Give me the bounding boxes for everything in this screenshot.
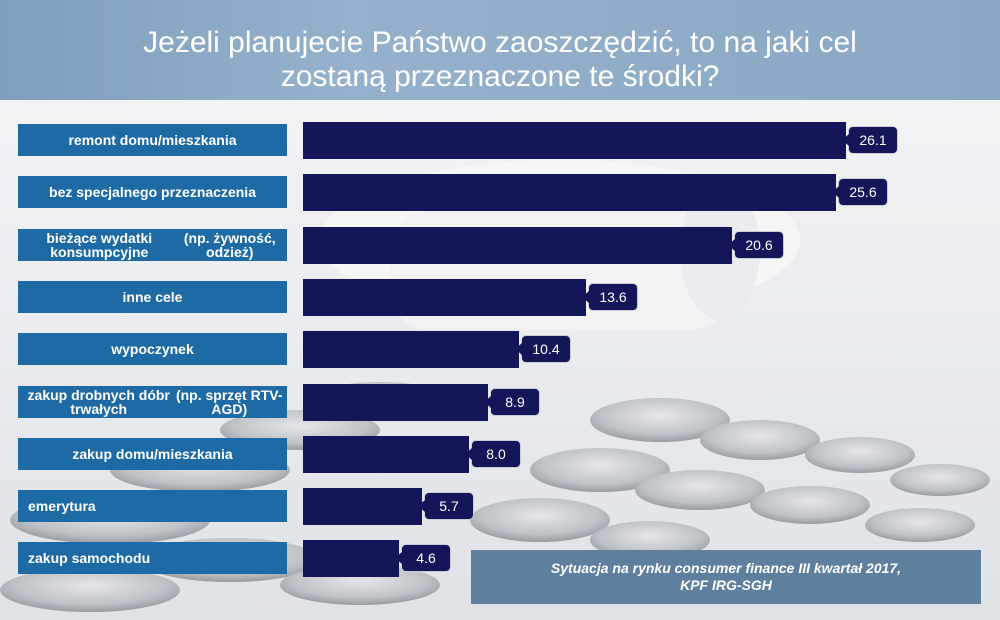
bar xyxy=(303,122,846,159)
category-label: wypoczynek xyxy=(18,333,287,365)
bar xyxy=(303,540,399,577)
value-label: 25.6 xyxy=(832,178,888,206)
title-band xyxy=(0,0,1000,100)
category-label-line: emerytura xyxy=(28,498,96,514)
category-label-line: bieżące wydatki konsumpcyjne xyxy=(46,230,153,260)
bar xyxy=(303,174,836,211)
category-label-line: (np. żywność, odzież) xyxy=(183,230,276,260)
category-label: emerytura xyxy=(18,490,287,522)
source-line-2: KPF IRG-SGH xyxy=(680,577,772,593)
value-label: 8.9 xyxy=(484,388,540,416)
source-line-1: Sytuacja na rynku consumer finance III k… xyxy=(550,560,902,576)
bar xyxy=(303,384,488,421)
bar xyxy=(303,488,422,525)
bar xyxy=(303,279,586,316)
category-label-line: zakup samochodu xyxy=(28,550,151,566)
category-label: remont domu/mieszkania xyxy=(18,124,287,156)
category-label: bez specjalnego przeznaczenia xyxy=(18,176,287,208)
category-label-line: (np. sprzęt RTV-AGD) xyxy=(175,387,283,417)
source-note: Sytuacja na rynku consumer finance III k… xyxy=(471,550,981,604)
value-label: 4.6 xyxy=(395,544,451,572)
category-label: zakup drobnych dóbr trwałych (np. sprzęt … xyxy=(18,386,287,418)
category-label-line: bez specjalnego przeznaczenia xyxy=(49,184,256,200)
category-label-line: wypoczynek xyxy=(111,341,194,357)
category-label: zakup domu/mieszkania xyxy=(18,438,287,470)
value-label: 20.6 xyxy=(728,231,784,259)
category-label: inne cele xyxy=(18,281,287,313)
value-label: 8.0 xyxy=(465,440,521,468)
category-label: bieżące wydatki konsumpcyjne (np. żywność… xyxy=(18,229,287,261)
value-label: 13.6 xyxy=(582,283,638,311)
chart-title: Jeżeli planujecie Państwo zaoszczędzić, … xyxy=(143,26,857,93)
bar xyxy=(303,331,519,368)
value-label: 26.1 xyxy=(842,126,898,154)
category-label-line: inne cele xyxy=(122,289,183,305)
bar xyxy=(303,436,469,473)
category-label-line: remont domu/mieszkania xyxy=(68,132,237,148)
category-label-line: zakup drobnych dóbr trwałych xyxy=(27,387,170,417)
value-label: 5.7 xyxy=(418,492,474,520)
category-label-line: zakup domu/mieszkania xyxy=(72,446,233,462)
bar xyxy=(303,227,732,264)
category-label: zakup samochodu xyxy=(18,542,287,574)
value-label: 10.4 xyxy=(515,335,571,363)
